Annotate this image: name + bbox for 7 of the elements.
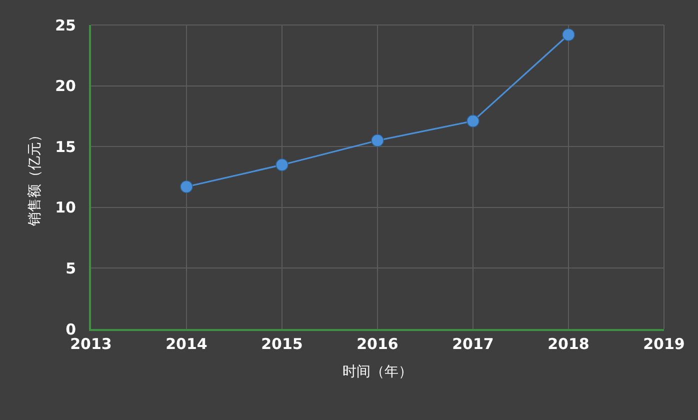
point — [562, 28, 575, 42]
x-tick-label: 2018 — [548, 335, 590, 353]
y-tick-label: 25 — [55, 16, 76, 34]
x-tick-label: 2017 — [452, 335, 494, 353]
point — [466, 114, 480, 128]
x-tick-label: 2019 — [643, 335, 685, 353]
y-tick-label: 20 — [55, 77, 76, 96]
